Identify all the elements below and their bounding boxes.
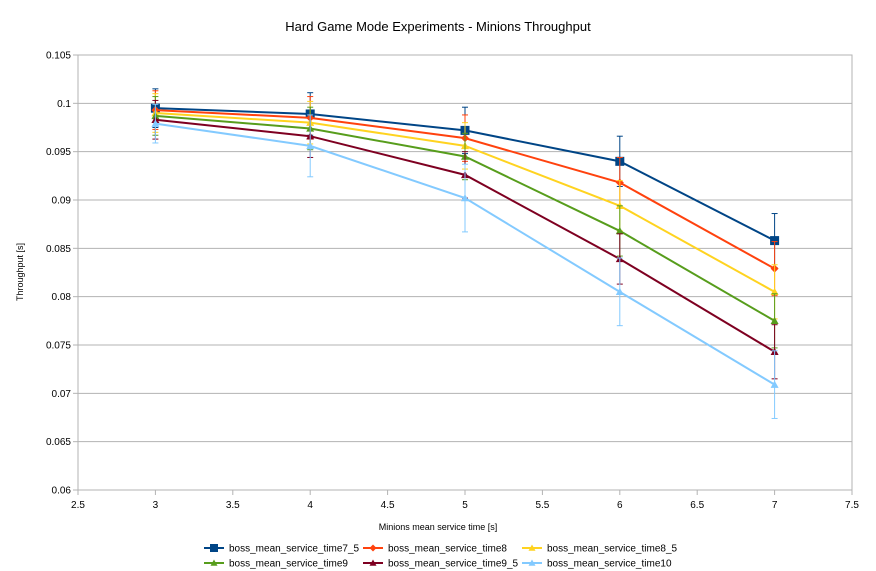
legend-item: boss_mean_service_time9_5 (363, 559, 519, 570)
legend-marker (210, 559, 218, 566)
series-boss_mean_service_time10 (151, 103, 779, 419)
y-tick-label: 0.075 (46, 341, 71, 352)
x-tick-label: 7.5 (845, 500, 859, 511)
x-tick-label: 2.5 (71, 500, 85, 511)
x-tick-label: 5 (462, 500, 468, 511)
x-tick-label: 6.5 (690, 500, 704, 511)
x-tick-label: 6 (617, 500, 623, 511)
x-axis-ticks: 2.5 3 3.5 4 4.5 5 5.5 6 6.5 7 7.5 (71, 490, 859, 511)
data-point (770, 380, 779, 388)
legend-marker (369, 544, 377, 552)
y-tick-label: 0.06 (52, 486, 72, 497)
y-tick-label: 0.065 (46, 437, 71, 448)
data-point (615, 287, 624, 296)
y-tick-label: 0.09 (52, 196, 72, 207)
legend-label: boss_mean_service_time7_5 (229, 544, 360, 555)
legend-marker (210, 544, 218, 552)
legend-label: boss_mean_service_time9_5 (388, 559, 519, 570)
legend-marker (528, 544, 536, 551)
data-point (151, 119, 160, 127)
x-tick-label: 3 (153, 500, 159, 511)
data-point (770, 287, 779, 296)
legend-item: boss_mean_service_time8_5 (522, 544, 678, 555)
y-tick-label: 0.105 (46, 51, 71, 62)
x-tick-label: 4 (307, 500, 313, 511)
legend-label: boss_mean_service_time8 (388, 544, 507, 555)
x-axis-label: Minions mean service time [s] (379, 522, 498, 532)
legend-item: boss_mean_service_time9 (204, 559, 348, 570)
legend: boss_mean_service_time7_5 boss_mean_servi… (204, 544, 678, 570)
y-axis-label: Throughput [s] (15, 243, 25, 301)
chart-title: Hard Game Mode Experiments - Minions Thr… (285, 19, 591, 34)
y-tick-label: 0.095 (46, 147, 71, 158)
legend-item: boss_mean_service_time8 (363, 544, 507, 555)
x-tick-label: 4.5 (381, 500, 395, 511)
x-tick-label: 7 (772, 500, 778, 511)
legend-marker (369, 559, 377, 566)
y-tick-label: 0.07 (52, 389, 72, 400)
legend-label: boss_mean_service_time10 (547, 559, 672, 570)
y-axis-ticks: 0.060.0650.070.0750.080.0850.090.0950.10… (46, 51, 78, 497)
y-tick-label: 0.085 (46, 244, 71, 255)
legend-marker (528, 559, 536, 566)
y-tick-label: 0.08 (52, 292, 72, 303)
x-tick-label: 5.5 (535, 500, 549, 511)
y-tick-label: 0.1 (57, 99, 71, 110)
data-point (306, 141, 315, 150)
data-point (770, 236, 780, 246)
legend-label: boss_mean_service_time9 (229, 559, 348, 570)
legend-item: boss_mean_service_time10 (522, 559, 672, 570)
series-layer (150, 88, 780, 419)
legend-item: boss_mean_service_time7_5 (204, 544, 360, 555)
data-point (770, 316, 779, 325)
data-point (461, 194, 469, 202)
data-point (615, 226, 624, 235)
legend-label: boss_mean_service_time8_5 (547, 544, 678, 555)
x-tick-label: 3.5 (226, 500, 240, 511)
